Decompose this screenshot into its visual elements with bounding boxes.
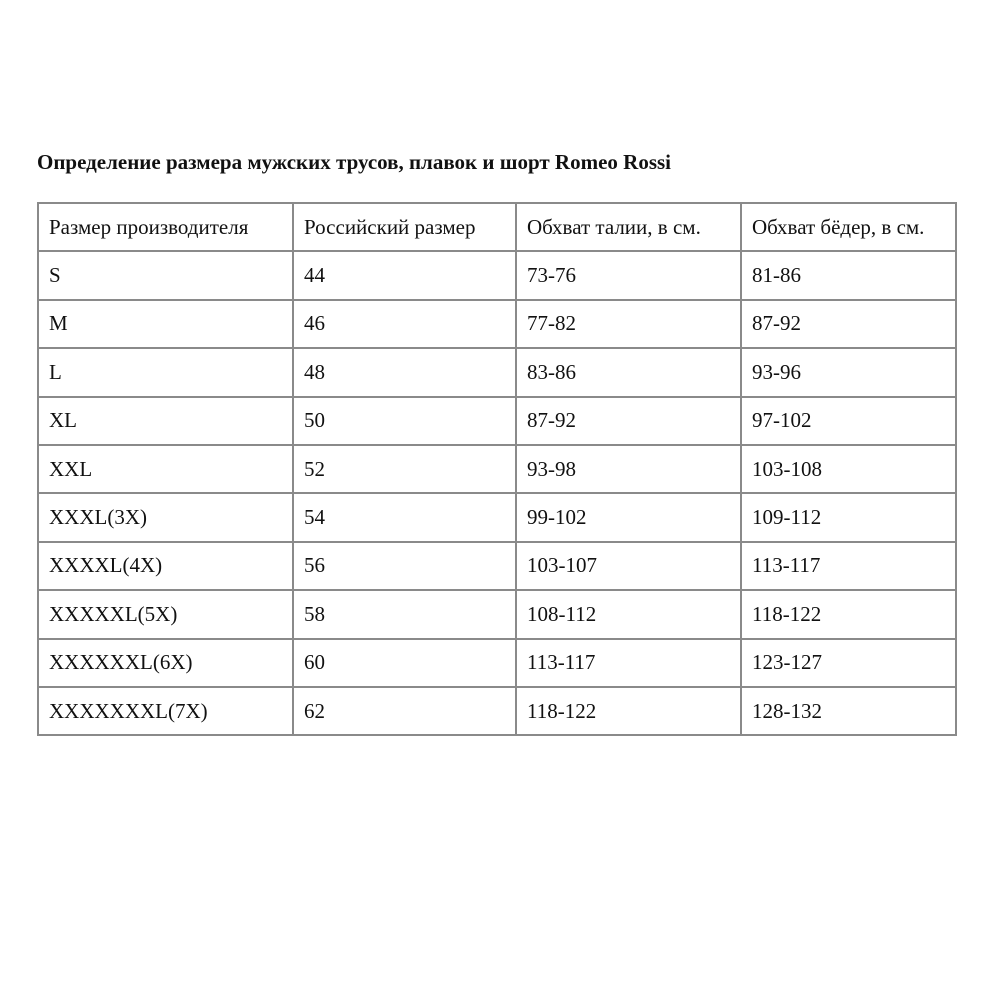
table-cell: 97-102 — [740, 395, 957, 446]
table-cell: 46 — [292, 298, 517, 350]
table-cell: 109-112 — [740, 492, 957, 543]
table-cell: XXXL(3X) — [37, 492, 294, 543]
table-cell: 58 — [292, 589, 517, 640]
table-cell: XXXXXL(5X) — [37, 589, 294, 640]
table-cell: 54 — [292, 492, 517, 543]
table-cell: 113-117 — [515, 637, 742, 688]
table-cell: XXL — [37, 443, 294, 495]
table-cell: 87-92 — [740, 298, 957, 350]
table-cell: XL — [37, 395, 294, 446]
table-row: M 46 77-82 87-92 — [37, 298, 957, 350]
table-row: XXXXXL(5X) 58 108-112 118-122 — [37, 589, 957, 640]
table-cell: 73-76 — [515, 250, 742, 301]
header-cell: Обхват талии, в см. — [515, 201, 742, 253]
table-cell: 81-86 — [740, 250, 957, 301]
table-row: XXXXXXL(6X) 60 113-117 123-127 — [37, 637, 957, 688]
table-cell: 123-127 — [740, 637, 957, 688]
table-cell: 48 — [292, 347, 517, 398]
table-row: XXXL(3X) 54 99-102 109-112 — [37, 492, 957, 543]
table-row: XXXXL(4X) 56 103-107 113-117 — [37, 540, 957, 592]
table-header-row: Размер производителя Российский размер О… — [37, 201, 957, 253]
table-cell: L — [37, 347, 294, 398]
table-cell: 52 — [292, 443, 517, 495]
table-cell: 87-92 — [515, 395, 742, 446]
header-cell: Размер производителя — [37, 201, 294, 253]
table-cell: XXXXXXXL(7X) — [37, 685, 294, 737]
table-row: L 48 83-86 93-96 — [37, 347, 957, 398]
page-title: Определение размера мужских трусов, плав… — [37, 150, 672, 174]
table-row: XXL 52 93-98 103-108 — [37, 443, 957, 495]
table-cell: 118-122 — [515, 685, 742, 737]
table-cell: M — [37, 298, 294, 350]
table-cell: 44 — [292, 250, 517, 301]
table-cell: S — [37, 250, 294, 301]
table-cell: 99-102 — [515, 492, 742, 543]
table-cell: 108-112 — [515, 589, 742, 640]
table-cell: 128-132 — [740, 685, 957, 737]
table-row: XXXXXXXL(7X) 62 118-122 128-132 — [37, 685, 957, 737]
table-cell: 93-96 — [740, 347, 957, 398]
size-table: Размер производителя Российский размер О… — [37, 201, 957, 737]
table-cell: XXXXL(4X) — [37, 540, 294, 592]
table-row: XL 50 87-92 97-102 — [37, 395, 957, 446]
table-cell: 77-82 — [515, 298, 742, 350]
table-cell: XXXXXXL(6X) — [37, 637, 294, 688]
table-cell: 103-108 — [740, 443, 957, 495]
table-cell: 93-98 — [515, 443, 742, 495]
header-cell: Обхват бёдер, в см. — [740, 201, 957, 253]
table-cell: 62 — [292, 685, 517, 737]
table-cell: 118-122 — [740, 589, 957, 640]
table-cell: 56 — [292, 540, 517, 592]
table-cell: 103-107 — [515, 540, 742, 592]
table-cell: 83-86 — [515, 347, 742, 398]
header-cell: Российский размер — [292, 201, 517, 253]
table-cell: 50 — [292, 395, 517, 446]
table-row: S 44 73-76 81-86 — [37, 250, 957, 301]
table-cell: 60 — [292, 637, 517, 688]
table-cell: 113-117 — [740, 540, 957, 592]
